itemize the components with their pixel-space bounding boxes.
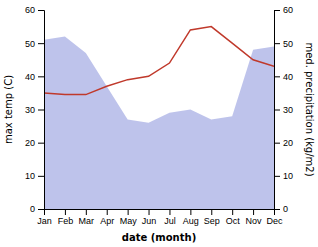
tick-mark xyxy=(274,10,280,11)
tick-mark xyxy=(128,209,129,215)
x-axis-title: date (month) xyxy=(122,232,196,243)
x-axis: Jan Feb Mar Apr May Jun Jul Aug Sep Oct NovDec xyxy=(37,209,283,226)
tick: 40 xyxy=(25,72,44,82)
tick-mark xyxy=(274,43,280,44)
tick-mark xyxy=(274,143,280,144)
tick-label: 60 xyxy=(283,5,293,15)
tick-label: 40 xyxy=(25,72,35,82)
tick-mark xyxy=(149,209,150,215)
tick: Jun xyxy=(142,209,157,226)
tick-mark xyxy=(274,110,280,111)
y-axis: 0 10 20 30 40 50 60 xyxy=(25,5,45,214)
tick-label: Apr xyxy=(100,216,114,226)
tick-label: May xyxy=(120,216,138,226)
tick: Nov xyxy=(246,209,263,226)
tick: Oct xyxy=(226,209,241,226)
tick-label: 20 xyxy=(283,138,293,148)
tick: 0 xyxy=(274,204,288,214)
tick-mark xyxy=(44,209,45,215)
tick-mark xyxy=(38,176,44,177)
chart-container: 0 10 20 30 40 50 60 0 10 20 30 40 50 60 Jan Feb Mar Apr Ma… xyxy=(0,0,318,247)
tick-label: Jun xyxy=(142,216,157,226)
tick-mark xyxy=(107,209,108,215)
tick-mark xyxy=(38,76,44,77)
tick: May xyxy=(120,209,138,226)
tick: Mar xyxy=(79,209,95,226)
tick-mark xyxy=(38,110,44,111)
tick-mark xyxy=(190,209,191,215)
y-axis-title: max temp (C) xyxy=(3,75,14,144)
tick: 20 xyxy=(274,138,293,148)
tick: Aug xyxy=(183,209,199,226)
tick-mark xyxy=(211,209,212,215)
tick: 50 xyxy=(274,39,293,49)
tick-label: 30 xyxy=(25,105,35,115)
tick-label: Aug xyxy=(183,216,199,226)
y2-axis: 0 10 20 30 40 50 60 xyxy=(274,5,293,214)
area xyxy=(44,37,274,209)
axis-line xyxy=(38,11,45,210)
tick-mark xyxy=(38,10,44,11)
tick-mark xyxy=(274,76,280,77)
tick-label: 10 xyxy=(25,171,35,181)
tick: Apr xyxy=(100,209,114,226)
tick: 40 xyxy=(274,72,293,82)
tick-label: 50 xyxy=(25,39,35,49)
tick-mark xyxy=(38,143,44,144)
tick: 60 xyxy=(25,5,44,15)
axis-line xyxy=(45,210,275,216)
tick: 60 xyxy=(274,5,293,15)
tick-label: Jan xyxy=(37,216,52,226)
tick-mark xyxy=(274,176,280,177)
tick-label: Feb xyxy=(58,216,74,226)
tick-label: Dec xyxy=(266,216,283,226)
plot: 0 10 20 30 40 50 60 0 10 20 30 40 50 60 Jan Feb Mar Apr Ma… xyxy=(3,5,315,243)
tick-label: Nov xyxy=(246,216,263,226)
tick: Feb xyxy=(58,209,74,226)
tick-label: Oct xyxy=(226,216,241,226)
tick: 10 xyxy=(274,171,293,181)
tick: 0 xyxy=(30,204,44,214)
tick-mark xyxy=(232,209,233,215)
tick-label: 40 xyxy=(283,72,293,82)
tick: 30 xyxy=(25,105,44,115)
tick-label: 10 xyxy=(283,171,293,181)
tick-label: 50 xyxy=(283,39,293,49)
tick: 20 xyxy=(25,138,44,148)
tick: Dec xyxy=(266,209,283,226)
tick-mark xyxy=(86,209,87,215)
tick-mark xyxy=(38,43,44,44)
tick: Jan xyxy=(37,209,52,226)
tick-label: 0 xyxy=(30,204,35,214)
tick-label: 60 xyxy=(25,5,35,15)
tick-mark xyxy=(169,209,170,215)
tick-label: 0 xyxy=(283,204,288,214)
tick-label: 20 xyxy=(25,138,35,148)
marks xyxy=(44,27,274,209)
tick-label: Sep xyxy=(204,216,220,226)
tick-mark xyxy=(274,209,275,215)
tick: 50 xyxy=(25,39,44,49)
tick: Sep xyxy=(204,209,220,226)
tick-mark xyxy=(253,209,254,215)
tick: 10 xyxy=(25,171,44,181)
tick-label: 30 xyxy=(283,105,293,115)
tick: Jul xyxy=(164,209,176,226)
tick-mark xyxy=(38,209,44,210)
y2-axis-title: med. precipitation (kg/m2) xyxy=(304,42,315,176)
tick-label: Jul xyxy=(164,216,176,226)
axis-line xyxy=(275,11,281,210)
line xyxy=(44,27,274,95)
tick: 30 xyxy=(274,105,293,115)
chart: 0 10 20 30 40 50 60 0 10 20 30 40 50 60 Jan Feb Mar Apr Ma… xyxy=(0,0,318,247)
tick-label: Mar xyxy=(79,216,95,226)
tick-mark xyxy=(65,209,66,215)
